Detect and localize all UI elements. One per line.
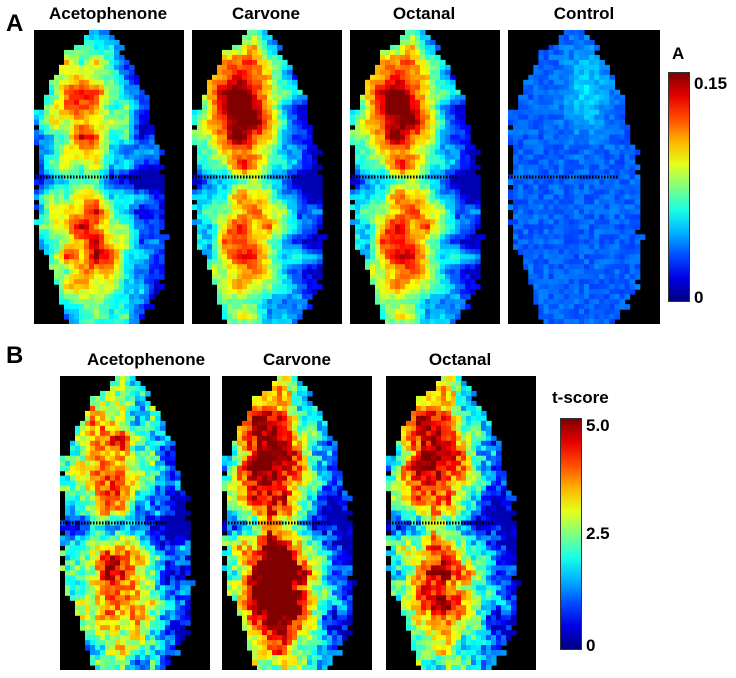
panel-a-title-2: Carvone	[231, 4, 301, 23]
panel-a-colorbar-min-label: 0	[694, 288, 704, 307]
panel-a-map-carvone	[192, 30, 342, 324]
map-pixels	[508, 30, 646, 324]
map-pixels	[386, 376, 522, 670]
panel-a-map-acetophenone	[34, 30, 184, 324]
panel-a-colorbar-max-label: 0.15	[694, 74, 728, 93]
panel-b-letter: B	[6, 342, 24, 369]
panel-a-title-4: Control	[553, 4, 615, 23]
map-pixels	[60, 376, 196, 670]
panel-b-colorbar-mid-label: 2.5	[586, 524, 610, 543]
panel-a-title-3: Octanal	[392, 4, 456, 23]
panel-b-colorbar-min-label: 0	[586, 636, 596, 655]
panel-a-title-1: Acetophenone	[48, 4, 168, 23]
panel-b-colorbar-max-label: 5.0	[586, 416, 610, 435]
map-pixels	[192, 30, 328, 324]
panel-a-letter: A	[6, 10, 24, 37]
map-pixels	[350, 30, 486, 324]
panel-a-map-control	[508, 30, 660, 324]
panel-a-map-octanal	[350, 30, 500, 324]
panel-a-colorbar	[668, 72, 690, 302]
panel-b-map-octanal	[386, 376, 536, 670]
panel-b-map-carvone	[222, 376, 372, 670]
panel-b-map-acetophenone	[60, 376, 210, 670]
map-pixels	[222, 376, 358, 670]
map-pixels	[34, 30, 170, 324]
panel-b-title-2: Carvone	[262, 350, 332, 369]
panel-b-title-1: Acetophenone	[86, 350, 206, 369]
panel-b-colorbar	[560, 418, 582, 650]
panel-a-colorbar-title: A	[672, 44, 685, 63]
panel-b-colorbar-title: t-score	[552, 388, 609, 407]
panel-b-title-3: Octanal	[428, 350, 492, 369]
